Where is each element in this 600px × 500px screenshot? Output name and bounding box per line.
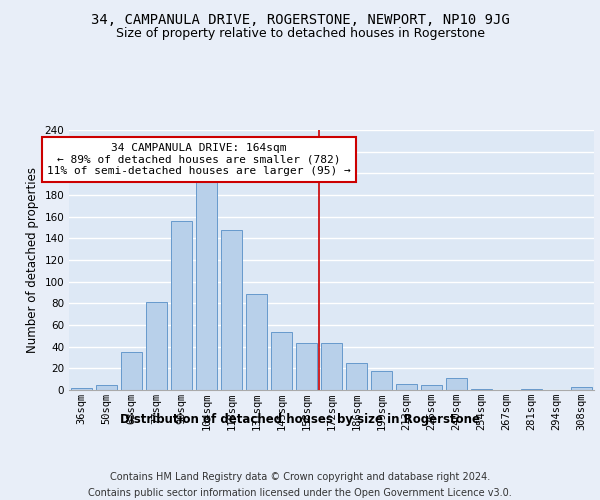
Bar <box>346 363 367 390</box>
Bar <box>396 384 417 390</box>
Bar <box>571 387 592 390</box>
Bar <box>96 384 117 390</box>
Bar <box>146 302 167 390</box>
Bar <box>471 389 492 390</box>
Bar <box>446 378 467 390</box>
Bar <box>71 388 92 390</box>
Bar <box>196 172 217 390</box>
Bar <box>271 332 292 390</box>
Bar <box>246 294 267 390</box>
Text: 34, CAMPANULA DRIVE, ROGERSTONE, NEWPORT, NP10 9JG: 34, CAMPANULA DRIVE, ROGERSTONE, NEWPORT… <box>91 12 509 26</box>
Text: Size of property relative to detached houses in Rogerstone: Size of property relative to detached ho… <box>115 28 485 40</box>
Bar <box>121 352 142 390</box>
Text: Distribution of detached houses by size in Rogerstone: Distribution of detached houses by size … <box>120 412 480 426</box>
Bar <box>371 370 392 390</box>
Text: Contains HM Land Registry data © Crown copyright and database right 2024.: Contains HM Land Registry data © Crown c… <box>110 472 490 482</box>
Bar <box>321 344 342 390</box>
Bar <box>296 344 317 390</box>
Bar <box>171 221 192 390</box>
Bar <box>521 389 542 390</box>
Bar <box>421 384 442 390</box>
Bar <box>221 230 242 390</box>
Y-axis label: Number of detached properties: Number of detached properties <box>26 167 39 353</box>
Text: 34 CAMPANULA DRIVE: 164sqm
← 89% of detached houses are smaller (782)
11% of sem: 34 CAMPANULA DRIVE: 164sqm ← 89% of deta… <box>47 143 351 176</box>
Text: Contains public sector information licensed under the Open Government Licence v3: Contains public sector information licen… <box>88 488 512 498</box>
